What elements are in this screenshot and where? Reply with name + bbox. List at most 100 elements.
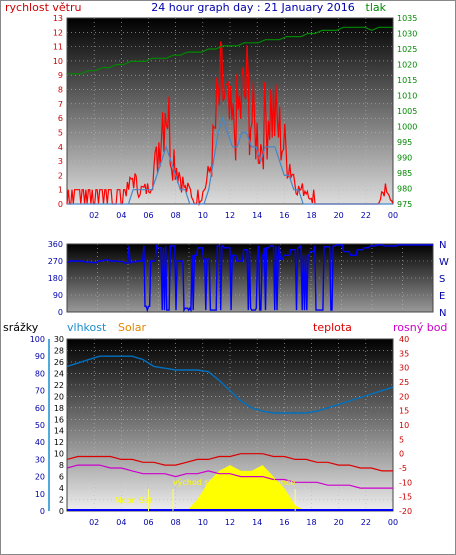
- annotation-label: východ slunce: [173, 478, 230, 487]
- temp-tick-label: -10: [399, 478, 412, 487]
- left-tick-label: 11: [53, 43, 63, 52]
- right-tick-label: 985: [397, 169, 412, 178]
- left-tick-label: 13: [53, 14, 63, 23]
- dir-tick-label: 180: [48, 274, 63, 283]
- right-tick-label: 1015: [397, 76, 417, 85]
- right-tick-label: 990: [397, 154, 412, 163]
- annotation-label: Moon Set: [115, 496, 152, 505]
- label-solar: Solar: [118, 321, 147, 334]
- right-tick-label: 1030: [397, 30, 417, 39]
- humidity-tick-label: 22: [54, 381, 64, 390]
- compass-label: S: [439, 274, 445, 285]
- left-tick-label: 4: [58, 143, 63, 152]
- x-tick-label: 12: [225, 211, 235, 220]
- rain-tick-label: 90: [35, 352, 45, 361]
- left-tick-label: 1: [58, 186, 63, 195]
- x-tick-label: 10: [198, 518, 208, 527]
- wind-average-series: [67, 116, 393, 205]
- x-tick-label: 14: [252, 211, 262, 220]
- plot2-frame: [66, 243, 434, 313]
- solar-area: [67, 465, 393, 511]
- right-tick-label: 1000: [397, 123, 417, 132]
- rain-tick-label: 20: [35, 473, 45, 482]
- compass-label: W: [439, 257, 449, 268]
- x-tick-label: 08: [171, 211, 181, 220]
- humidity-tick-label: 12: [54, 438, 64, 447]
- left-tick-label: 8: [58, 86, 63, 95]
- temp-tick-label: 10: [399, 421, 409, 430]
- x-tick-label: 04: [116, 518, 126, 527]
- rain-tick-label: 10: [35, 490, 45, 499]
- temp-tick-label: 25: [399, 378, 409, 387]
- label-temperature: teplota: [313, 321, 352, 334]
- temp-tick-label: 40: [399, 335, 409, 344]
- dir-tick-label: 270: [48, 257, 63, 266]
- temp-tick-label: 0: [399, 450, 404, 459]
- chart-title: 24 hour graph day : 21 January 2016: [151, 1, 355, 14]
- header-right-label: tlak: [366, 1, 387, 14]
- temp-tick-label: 15: [399, 407, 409, 416]
- x-tick-label: 22: [361, 211, 371, 220]
- humidity-tick-label: 6: [59, 473, 64, 482]
- pressure-series: [67, 26, 393, 75]
- right-tick-label: 1010: [397, 92, 417, 101]
- left-tick-label: 3: [58, 157, 63, 166]
- x-tick-label: 18: [306, 518, 316, 527]
- compass-label: N: [439, 240, 446, 251]
- label-humidity: vlhkost: [67, 321, 107, 334]
- annotation-label: západ slunce: [243, 478, 296, 487]
- x-tick-label: 20: [334, 518, 344, 527]
- x-tick-label: 12: [225, 518, 235, 527]
- x-tick-label: 20: [334, 211, 344, 220]
- x-tick-label: 04: [116, 211, 126, 220]
- humidity-tick-label: 4: [59, 484, 64, 493]
- dir-tick-label: 360: [48, 240, 63, 249]
- right-tick-label: 1020: [397, 61, 417, 70]
- humidity-tick-label: 8: [59, 461, 64, 470]
- left-tick-label: 9: [58, 71, 63, 80]
- rain-tick-label: 100: [30, 335, 45, 344]
- left-tick-label: 10: [53, 57, 63, 66]
- temp-tick-label: -15: [399, 493, 412, 502]
- x-tick-label: 14: [252, 518, 262, 527]
- rain-tick-label: 80: [35, 369, 45, 378]
- humidity-tick-label: 16: [54, 415, 64, 424]
- right-tick-label: 980: [397, 185, 412, 194]
- dir-tick-label: 0: [58, 308, 63, 317]
- dir-tick-label: 90: [53, 291, 63, 300]
- left-tick-label: 0: [58, 200, 63, 209]
- x-tick-label: 06: [143, 518, 153, 527]
- left-tick-label: 6: [58, 114, 63, 123]
- x-tick-label: 02: [89, 518, 99, 527]
- humidity-tick-label: 30: [54, 335, 64, 344]
- humidity-tick-label: 10: [54, 450, 64, 459]
- x-tick-label: 06: [143, 211, 153, 220]
- right-tick-label: 1035: [397, 14, 417, 23]
- rain-tick-label: 30: [35, 455, 45, 464]
- x-tick-label: 16: [279, 518, 289, 527]
- wind-direction-series: [67, 243, 433, 313]
- humidity-tick-label: 26: [54, 358, 64, 367]
- x-tick-label: 08: [171, 518, 181, 527]
- temp-tick-label: 35: [399, 349, 409, 358]
- rain-tick-label: 40: [35, 438, 45, 447]
- temperature-series: [66, 453, 393, 472]
- humidity-tick-label: 28: [54, 346, 64, 355]
- right-tick-label: 995: [397, 138, 412, 147]
- x-tick-label: 02: [89, 211, 99, 220]
- humidity-series: [66, 355, 394, 414]
- x-tick-label: 22: [361, 518, 371, 527]
- temp-tick-label: 20: [399, 392, 409, 401]
- humidity-tick-label: 14: [54, 427, 64, 436]
- left-tick-label: 12: [53, 28, 63, 37]
- humidity-tick-label: 24: [54, 369, 64, 378]
- x-tick-label: 18: [306, 211, 316, 220]
- left-tick-label: 2: [58, 171, 63, 180]
- label-dewpoint: rosný bod: [393, 321, 447, 334]
- x-tick-label: 00: [388, 518, 398, 527]
- temp-tick-label: -20: [399, 507, 412, 516]
- rain-tick-label: 50: [35, 421, 45, 430]
- temp-tick-label: -5: [399, 464, 407, 473]
- dewpoint-series: [66, 464, 393, 489]
